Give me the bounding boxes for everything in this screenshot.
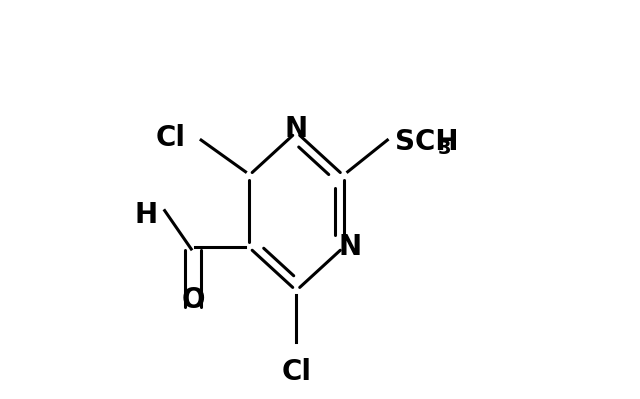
Text: 3: 3 <box>438 139 451 158</box>
Text: O: O <box>182 286 205 314</box>
Text: Cl: Cl <box>156 124 186 152</box>
Text: N: N <box>338 233 361 261</box>
Text: Cl: Cl <box>281 358 311 386</box>
Text: H: H <box>134 201 157 229</box>
Text: N: N <box>285 115 308 143</box>
Text: SCH: SCH <box>396 128 459 156</box>
